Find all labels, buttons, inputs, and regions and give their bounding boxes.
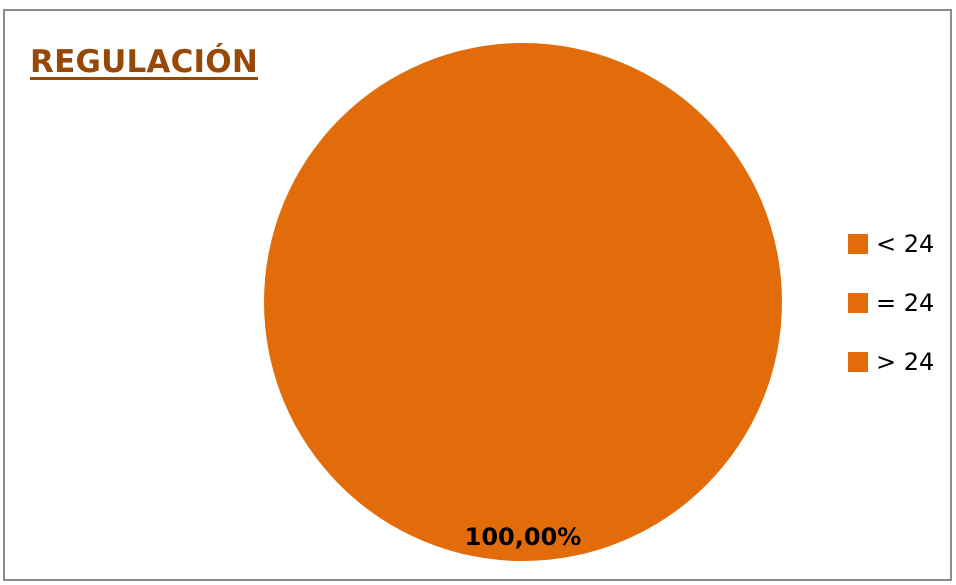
legend-swatch <box>848 352 868 372</box>
legend-item: < 24 <box>848 228 934 260</box>
legend-swatch <box>848 234 868 254</box>
legend-label: = 24 <box>876 289 935 317</box>
legend-label: > 24 <box>876 348 935 376</box>
pie-slice <box>264 43 782 561</box>
legend-label: < 24 <box>876 230 935 258</box>
legend-item: = 24 <box>848 287 934 319</box>
legend-item: > 24 <box>848 346 934 378</box>
chart-title: REGULACIÓN <box>30 44 258 80</box>
legend: < 24 = 24 > 24 <box>848 228 934 405</box>
legend-swatch <box>848 293 868 313</box>
data-label: 100,00% <box>465 523 582 551</box>
